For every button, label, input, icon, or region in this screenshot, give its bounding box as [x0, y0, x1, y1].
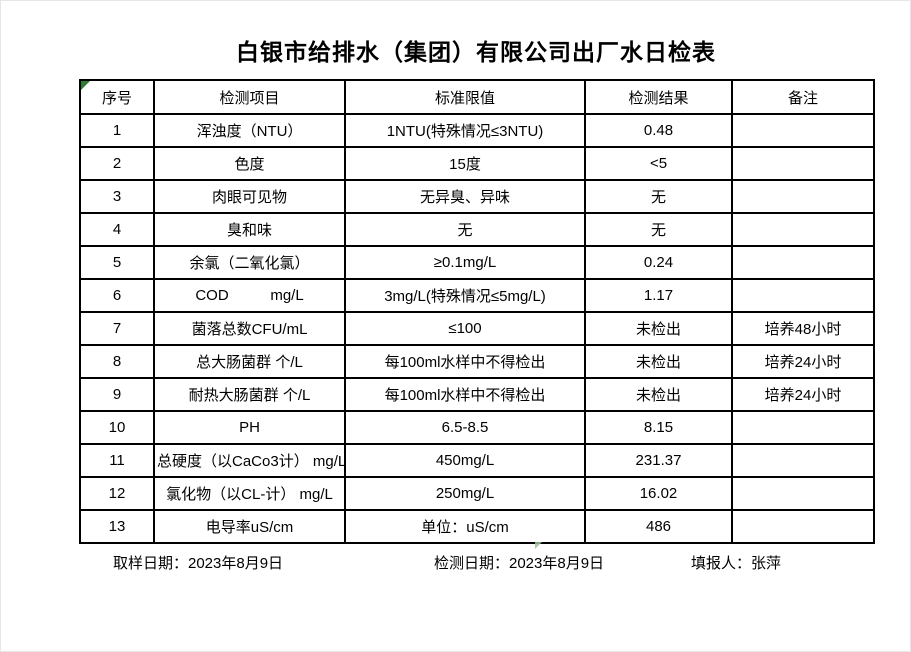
cell-index: 2	[79, 146, 155, 181]
cell-limit: 单位：uS/cm	[344, 509, 586, 544]
table-header: 序号 检测项目 标准限值 检测结果 备注	[79, 79, 875, 115]
sampling-date-label: 取样日期：2023年8月9日	[113, 555, 284, 572]
cell-limit: 1NTU(特殊情况≤3NTU)	[344, 113, 586, 148]
cell-result: 未检出	[584, 311, 733, 346]
table-row: 13 电导率uS/cm 单位：uS/cm 486	[79, 509, 875, 544]
table-row: 3 肉眼可见物 无异臭、异味无	[79, 179, 875, 214]
cell-index: 8	[79, 344, 155, 379]
cell-index: 6	[79, 278, 155, 313]
cell-note: 培养48小时	[731, 311, 875, 346]
cell-item: 浑浊度（NTU）	[153, 113, 346, 148]
cell-note	[731, 146, 875, 181]
column-header-item: 检测项目	[153, 79, 346, 115]
cell-limit: 无异臭、异味	[344, 179, 586, 214]
cell-limit: 450mg/L	[344, 443, 586, 478]
cell-note: 培养24小时	[731, 377, 875, 412]
cell-note	[731, 212, 875, 247]
cell-note	[731, 443, 875, 478]
cell-result: 0.48	[584, 113, 733, 148]
cell-note: 培养24小时	[731, 344, 875, 379]
excel-corner-marker-icon	[81, 81, 90, 90]
page-title: 白银市给排水（集团）有限公司出厂水日检表	[236, 39, 716, 65]
cell-limit: 250mg/L	[344, 476, 586, 511]
cell-note	[731, 245, 875, 280]
header-row: 序号 检测项目 标准限值 检测结果 备注	[79, 79, 875, 115]
cell-note	[731, 179, 875, 214]
column-header-limit: 标准限值	[344, 79, 586, 115]
table-row: 8 总大肠菌群 个/L 每100ml水样中不得检出 未检出 培养24小时	[79, 344, 875, 379]
table-row: 6 COD mg/L 3mg/L(特殊情况≤5mg/L) 1.17	[79, 278, 875, 313]
cell-result: 231.37	[584, 443, 733, 478]
reporter-label: 填报人：张萍	[691, 555, 782, 572]
cell-item: 菌落总数CFU/mL	[153, 311, 346, 346]
cell-limit: 每100ml水样中不得检出	[344, 344, 586, 379]
cell-limit: ≤100	[344, 311, 586, 346]
cell-index: 13	[79, 509, 155, 544]
cell-note	[731, 410, 875, 445]
table-row: 2 色度 15度 <5	[79, 146, 875, 181]
cell-result: 未检出	[584, 344, 733, 379]
table-row: 11 总硬度（以CaCo3计） mg/L 450mg/L 231.37	[79, 443, 875, 478]
cell-limit: 每100ml水样中不得检出	[344, 377, 586, 412]
table-row: 5 余氯（二氧化氯） ≥0.1mg/L 0.24	[79, 245, 875, 280]
cell-result: 16.02	[584, 476, 733, 511]
cell-note	[731, 278, 875, 313]
cell-result: 未检出	[584, 377, 733, 412]
table-row: 7 菌落总数CFU/mL ≤100 未检出 培养48小时	[79, 311, 875, 346]
cell-index: 9	[79, 377, 155, 412]
table-row: 10 PH 6.5-8.5 8.15	[79, 410, 875, 445]
cell-item: 臭和味	[153, 212, 346, 247]
cell-limit: ≥0.1mg/L	[344, 245, 586, 280]
test-date-label: 检测日期：2023年8月9日	[434, 555, 605, 572]
cell-limit: 3mg/L(特殊情况≤5mg/L)	[344, 278, 586, 313]
cell-result: 8.15	[584, 410, 733, 445]
column-header-index: 序号	[79, 79, 155, 115]
table-row: 1 浑浊度（NTU） 1NTU(特殊情况≤3NTU) 0.48	[79, 113, 875, 148]
cell-limit: 15度	[344, 146, 586, 181]
cell-item: 耐热大肠菌群 个/L	[153, 377, 346, 412]
cell-item: 电导率uS/cm	[153, 509, 346, 544]
cell-item: PH	[153, 410, 346, 445]
table-row: 9 耐热大肠菌群 个/L 每100ml水样中不得检出 未检出 培养24小时	[79, 377, 875, 412]
cell-item: 总硬度（以CaCo3计） mg/L	[153, 443, 346, 478]
table-body: 1 浑浊度（NTU） 1NTU(特殊情况≤3NTU) 0.48 2 色度 15度 <5 3 肉眼可…	[79, 113, 875, 544]
table-row: 12 氯化物（以CL-计） mg/L 250mg/L 16.02	[79, 476, 875, 511]
cell-result: 486	[584, 509, 733, 544]
column-header-note: 备注	[731, 79, 875, 115]
cell-item: 肉眼可见物	[153, 179, 346, 214]
cell-item: 色度	[153, 146, 346, 181]
cell-note	[731, 113, 875, 148]
cell-index: 10	[79, 410, 155, 445]
cell-index: 4	[79, 212, 155, 247]
cell-result: 1.17	[584, 278, 733, 313]
cell-limit: 6.5-8.5	[344, 410, 586, 445]
cell-index: 3	[79, 179, 155, 214]
cell-item: COD mg/L	[153, 278, 346, 313]
cell-index: 5	[79, 245, 155, 280]
cell-index: 1	[79, 113, 155, 148]
inspection-table: 序号 检测项目 标准限值 检测结果 备注 1 浑浊度（NTU） 1NTU(特殊情况≤…	[79, 79, 875, 544]
cell-item: 总大肠菌群 个/L	[153, 344, 346, 379]
column-header-result: 检测结果	[584, 79, 733, 115]
cell-limit: 无	[344, 212, 586, 247]
cell-index: 7	[79, 311, 155, 346]
table-row: 4 臭和味无无	[79, 212, 875, 247]
cell-result: <5	[584, 146, 733, 181]
cell-result: 无	[584, 179, 733, 214]
cell-index: 11	[79, 443, 155, 478]
cell-item: 氯化物（以CL-计） mg/L	[153, 476, 346, 511]
cell-result: 无	[584, 212, 733, 247]
cell-note	[731, 476, 875, 511]
footer: 取样日期：2023年8月9日 检测日期：2023年8月9日 填报人：张萍	[1, 552, 910, 574]
cell-result: 0.24	[584, 245, 733, 280]
excel-small-marker-icon	[535, 542, 542, 549]
cell-note	[731, 509, 875, 544]
cell-index: 12	[79, 476, 155, 511]
cell-item: 余氯（二氧化氯）	[153, 245, 346, 280]
